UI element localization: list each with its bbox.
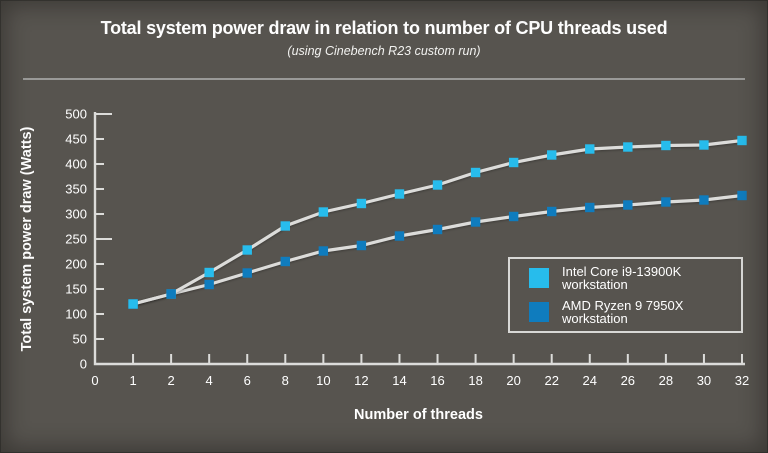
data-point-marker (661, 140, 671, 151)
chart-subtitle: (using Cinebench R23 custom run) (287, 44, 481, 58)
x-axis-tick-label: 20 (506, 373, 520, 388)
data-point-marker (432, 180, 443, 190)
data-point-marker (432, 224, 443, 235)
y-axis-tick-label: 0 (80, 357, 87, 372)
data-point-marker (470, 167, 481, 178)
data-point-marker (280, 256, 290, 267)
data-point-marker (508, 157, 519, 168)
data-point-marker (394, 189, 405, 199)
data-point-marker (661, 197, 671, 207)
data-point-marker (356, 240, 367, 251)
data-point-marker (356, 198, 367, 209)
y-axis-tick-label: 450 (65, 132, 87, 147)
x-axis-tick-label: 16 (430, 373, 444, 388)
data-point-marker (204, 267, 214, 278)
data-point-marker (585, 144, 595, 154)
x-axis-tick-label: 12 (354, 373, 368, 388)
x-axis-tick-label: 28 (659, 373, 673, 388)
x-axis-tick-label: 10 (316, 373, 330, 388)
data-point-marker (547, 150, 557, 160)
data-point-marker (242, 245, 252, 255)
x-axis-tick-label: 0 (91, 373, 98, 388)
data-point-marker (508, 211, 519, 222)
x-axis-tick-label: 2 (168, 373, 175, 388)
intel-series-swatch (529, 268, 549, 288)
data-point-marker (737, 135, 747, 146)
x-axis-tick-label: 24 (583, 373, 597, 388)
y-axis-tick-label: 350 (65, 182, 87, 197)
x-axis-tick-label: 26 (621, 373, 635, 388)
chart-title: Total system power draw in relation to n… (100, 18, 668, 38)
data-point-marker (623, 200, 633, 210)
x-axis-tick-label: 22 (544, 373, 558, 388)
data-point-marker (699, 140, 709, 150)
x-axis-tick-label: 6 (244, 373, 251, 388)
data-point-marker (166, 289, 176, 299)
y-axis-tick-label: 300 (65, 207, 87, 222)
y-axis-tick-label: 100 (65, 307, 87, 322)
x-axis-tick-label: 30 (697, 373, 711, 388)
legend-label-intel: Intel Core i9-13900K workstation (562, 264, 682, 292)
y-axis-tick-label: 150 (65, 282, 87, 297)
y-axis-tick-label: 50 (73, 332, 87, 347)
legend-item-amd: AMD Ryzen 9 7950X workstation (529, 299, 741, 325)
header-divider (23, 78, 745, 80)
x-axis-tick-label: 1 (129, 373, 136, 388)
data-point-marker (204, 279, 214, 290)
data-point-marker (318, 246, 329, 256)
data-point-marker (280, 221, 290, 231)
x-axis-tick-label: 8 (282, 373, 289, 388)
x-axis-tick-label: 32 (735, 373, 749, 388)
legend-item-intel: Intel Core i9-13900K workstation (529, 265, 741, 291)
amd-series-swatch (529, 302, 549, 322)
x-axis-tick-label: 14 (392, 373, 406, 388)
legend-label-amd: AMD Ryzen 9 7950X workstation (562, 298, 684, 326)
data-point-marker (242, 268, 252, 278)
y-axis-title: Total system power draw (Watts) (19, 126, 35, 352)
data-point-marker (585, 202, 595, 213)
y-axis-tick-label: 500 (65, 107, 87, 122)
data-point-marker (128, 299, 138, 309)
data-point-marker (318, 207, 329, 217)
x-axis-tick-label: 18 (468, 373, 482, 388)
data-point-marker (737, 190, 747, 201)
data-point-marker (547, 206, 557, 217)
x-axis-tick-label: 4 (206, 373, 213, 388)
data-point-marker (394, 231, 405, 241)
data-point-marker (470, 217, 481, 227)
chart-legend: Intel Core i9-13900K workstation AMD Ryz… (508, 257, 743, 333)
y-axis-tick-label: 400 (65, 157, 87, 172)
data-point-marker (699, 195, 709, 205)
y-axis-tick-label: 200 (65, 257, 87, 272)
x-axis-title: Number of threads (354, 407, 483, 423)
y-axis-tick-label: 250 (65, 232, 87, 247)
data-point-marker (623, 142, 633, 152)
axes-line (93, 112, 745, 366)
